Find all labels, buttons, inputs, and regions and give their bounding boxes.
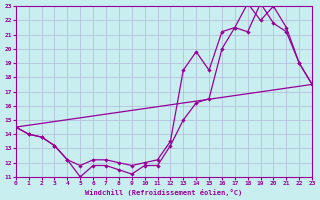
X-axis label: Windchill (Refroidissement éolien,°C): Windchill (Refroidissement éolien,°C) [85, 189, 243, 196]
